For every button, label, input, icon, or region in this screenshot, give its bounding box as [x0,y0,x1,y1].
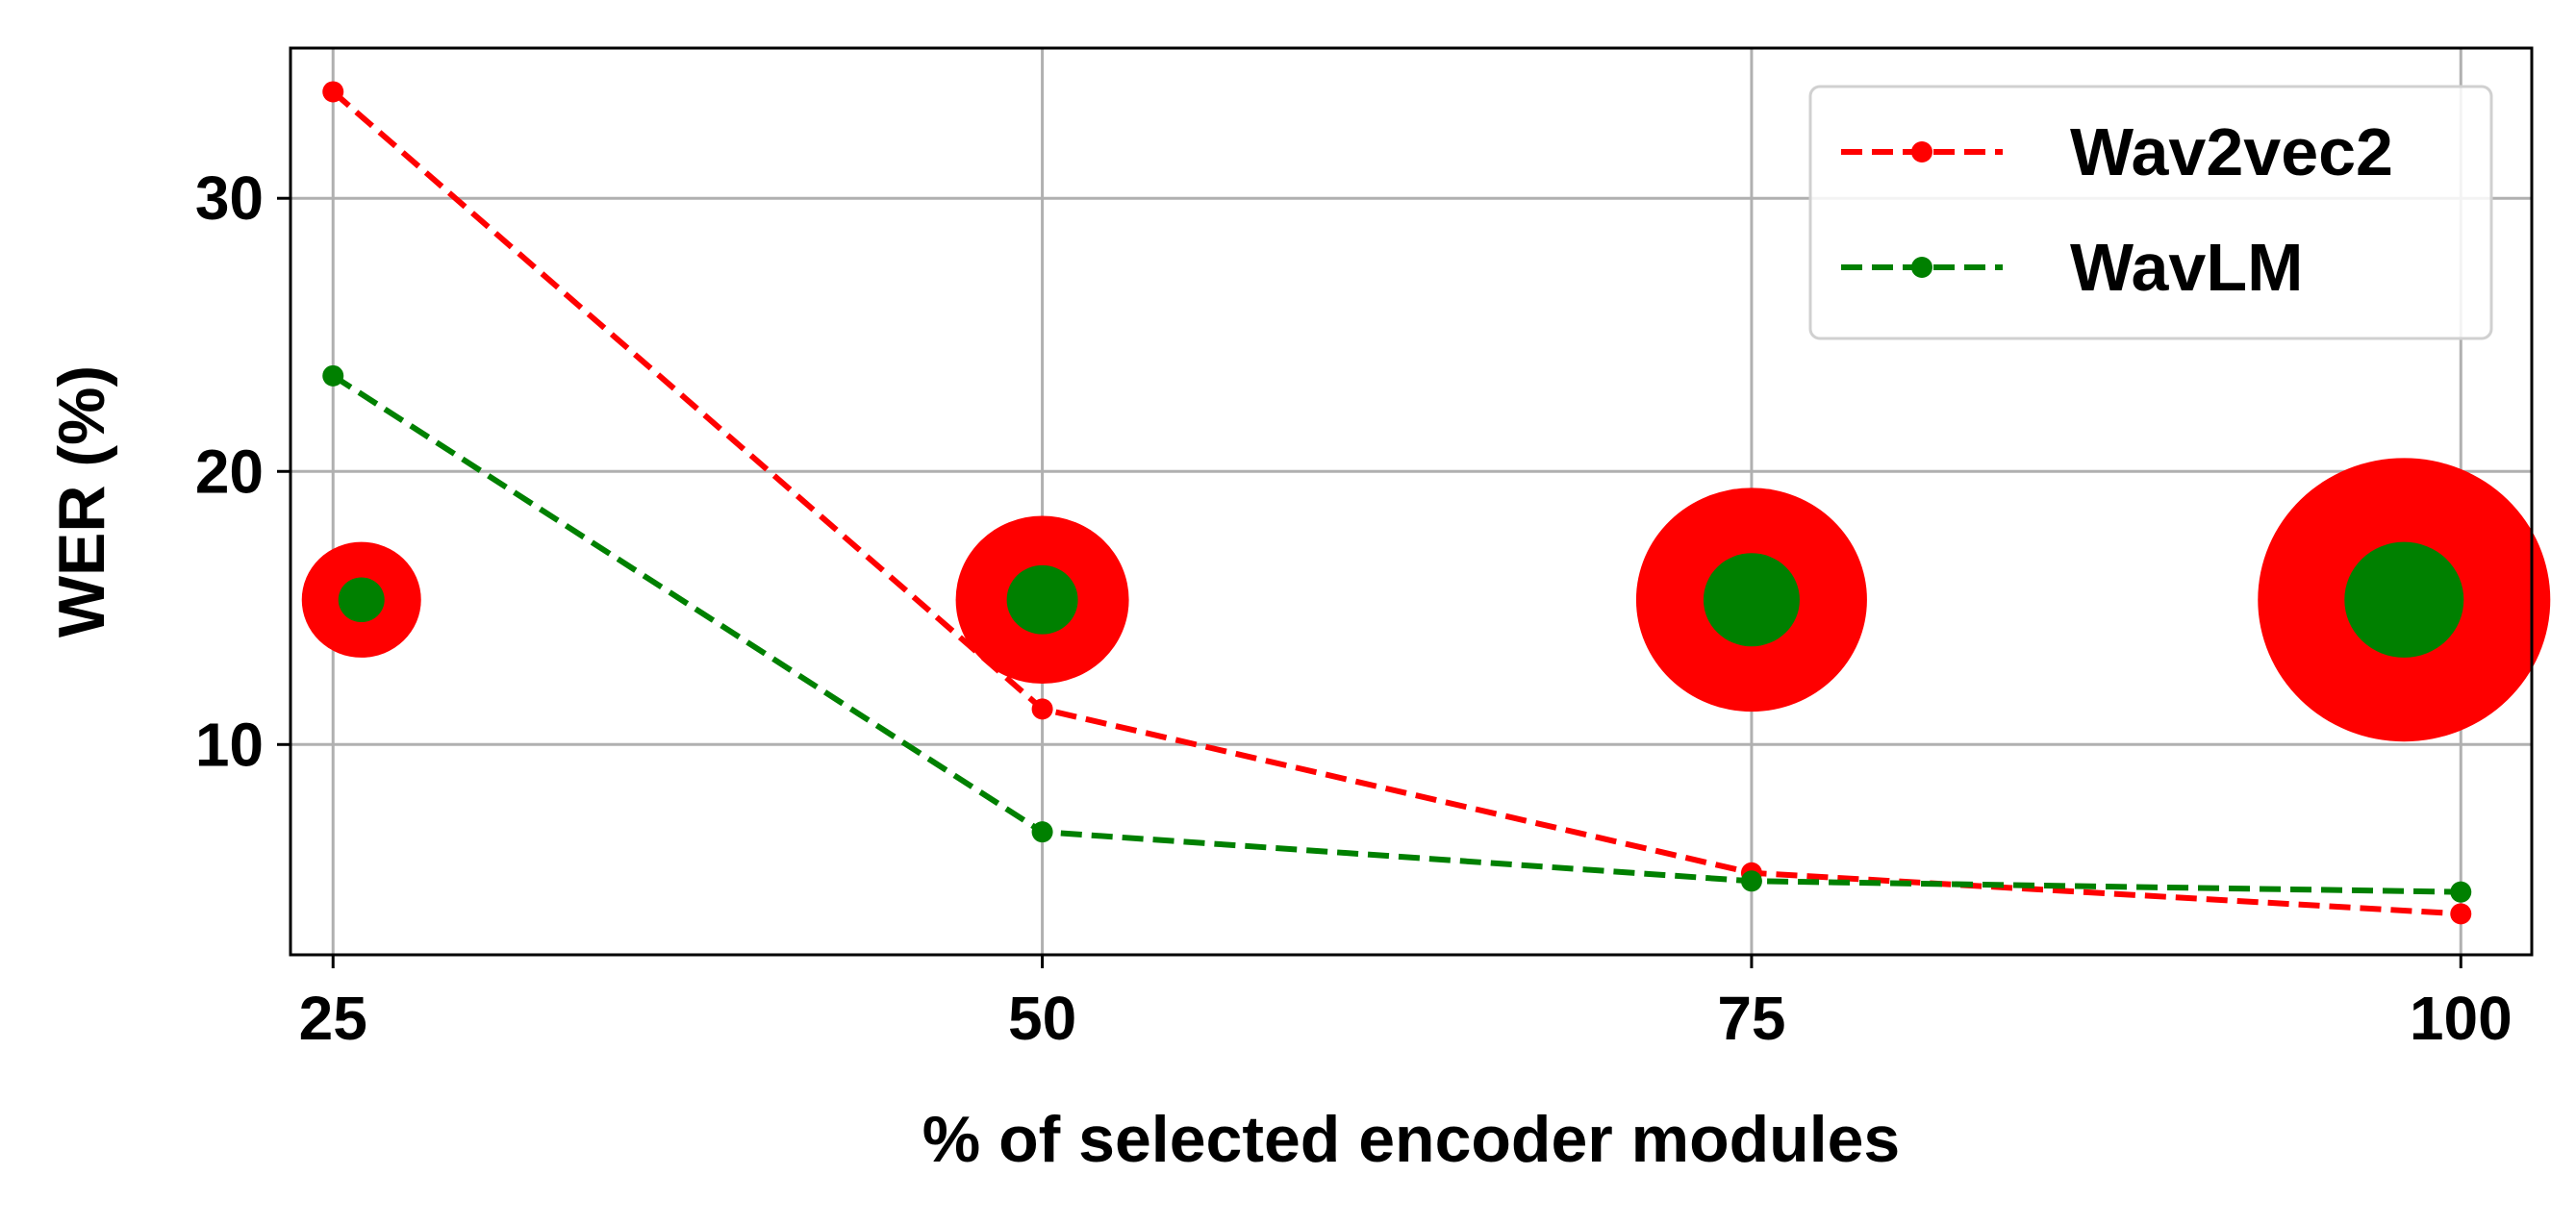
y-tick-label: 10 [195,710,264,779]
data-point-wav2vec2 [322,81,344,103]
x-tick-label: 75 [1717,984,1785,1053]
x-axis-label: % of selected encoder modules [922,1103,1901,1176]
y-axis-label: WER (%) [45,365,118,638]
legend: Wav2vec2 WavLM [1808,85,2493,340]
legend-label: WavLM [2070,230,2303,305]
size-marker-inner [1703,553,1800,647]
x-tick-label: 50 [1008,984,1076,1053]
size-markers [301,458,2551,742]
size-marker-inner [2344,541,2464,658]
series-lines [322,81,2472,925]
data-point-wavlm [322,364,344,387]
data-point-wavlm [1031,821,1053,843]
data-point-wavlm [2450,881,2472,903]
series-line-wav2vec2 [331,89,2462,917]
x-tick-label: 25 [299,984,367,1053]
legend-marker [1911,257,1932,278]
size-marker-inner [1006,564,1078,635]
plot-frame [289,46,2534,957]
x-tick-label: 100 [2410,984,2513,1053]
legend-marker [1911,141,1932,162]
y-tick-label: 20 [195,437,264,506]
legend-label: Wav2vec2 [2070,114,2393,189]
y-tick-label: 30 [195,163,264,233]
series-line-wavlm [331,373,2462,895]
size-marker-inner [338,577,385,623]
data-point-wav2vec2 [1031,698,1053,720]
axis-ticks: 25 50 75 100 10 20 30 [195,163,2513,1053]
data-point-wavlm [1740,870,1762,892]
data-point-wav2vec2 [2450,903,2472,925]
